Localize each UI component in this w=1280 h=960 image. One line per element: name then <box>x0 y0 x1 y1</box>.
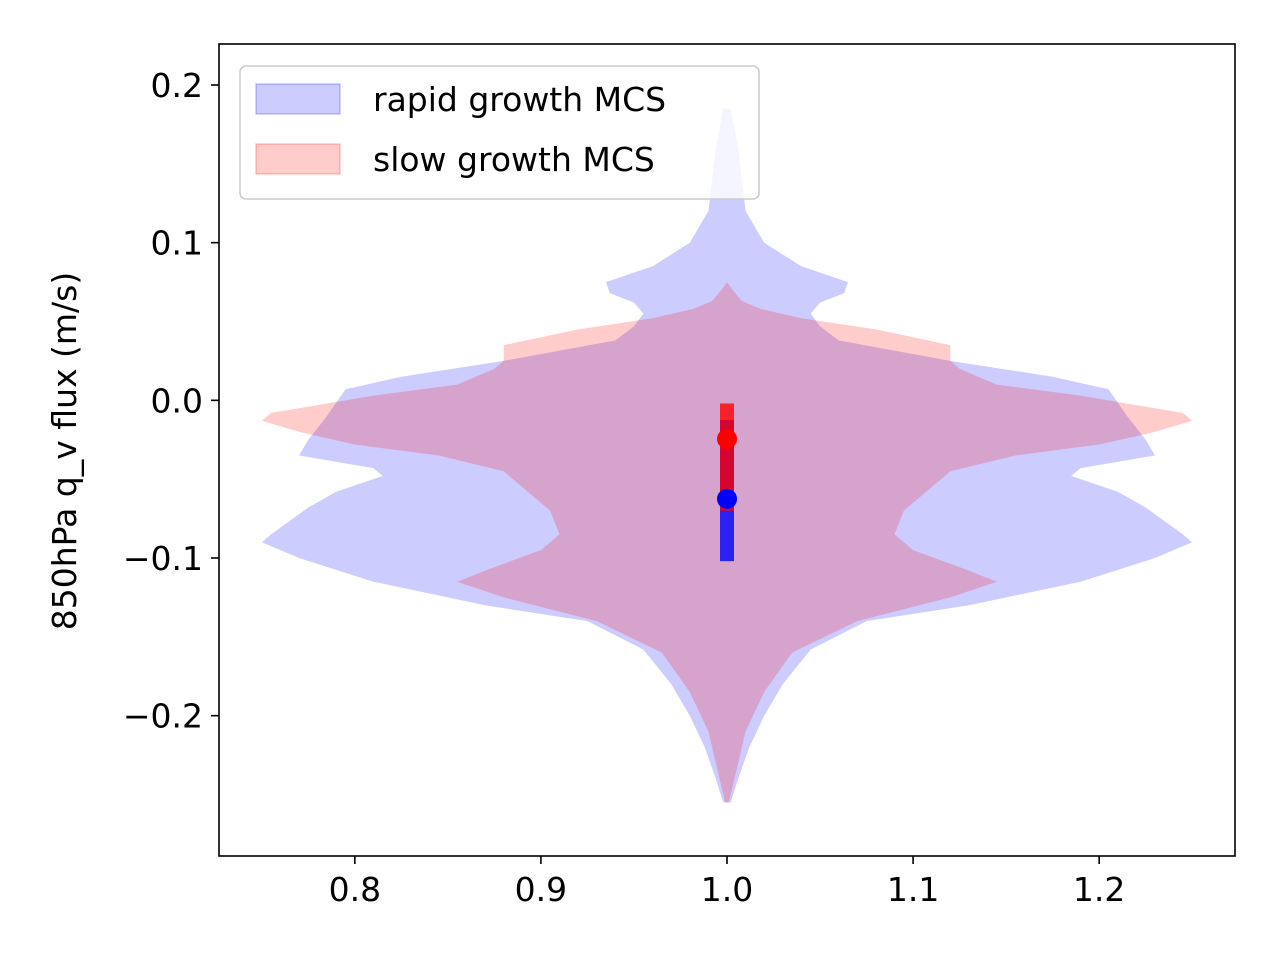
y-tick-label: 0.0 <box>151 381 203 420</box>
x-tick-label: 1.0 <box>701 870 753 909</box>
axes: 0.8 0.9 1.0 1.1 1.2 −0.2 −0.1 0.0 0.1 0.2 <box>123 43 1236 909</box>
y-tick-label: −0.1 <box>123 539 203 578</box>
mean-marker-rapid <box>717 488 737 509</box>
legend-swatch-slow <box>255 143 341 175</box>
x-tick-label: 1.2 <box>1073 870 1125 909</box>
legend-box <box>239 65 760 200</box>
plot-area <box>261 108 1193 803</box>
y-tick-label: 0.1 <box>151 224 203 263</box>
legend-label-slow: slow growth MCS <box>373 140 655 179</box>
legend: rapid growth MCS slow growth MCS <box>239 65 760 200</box>
legend-swatch-rapid <box>255 83 341 115</box>
mean-marker-slow <box>717 428 737 449</box>
y-tick-label: 0.2 <box>151 66 203 105</box>
x-tick-label: 0.8 <box>329 870 381 909</box>
y-tick-label: −0.2 <box>123 697 203 736</box>
x-tick-label: 0.9 <box>515 870 567 909</box>
y-axis-label: 850hPa q_v flux (m/s) <box>45 272 84 630</box>
x-tick-label: 1.1 <box>887 870 939 909</box>
legend-label-rapid: rapid growth MCS <box>373 80 666 119</box>
